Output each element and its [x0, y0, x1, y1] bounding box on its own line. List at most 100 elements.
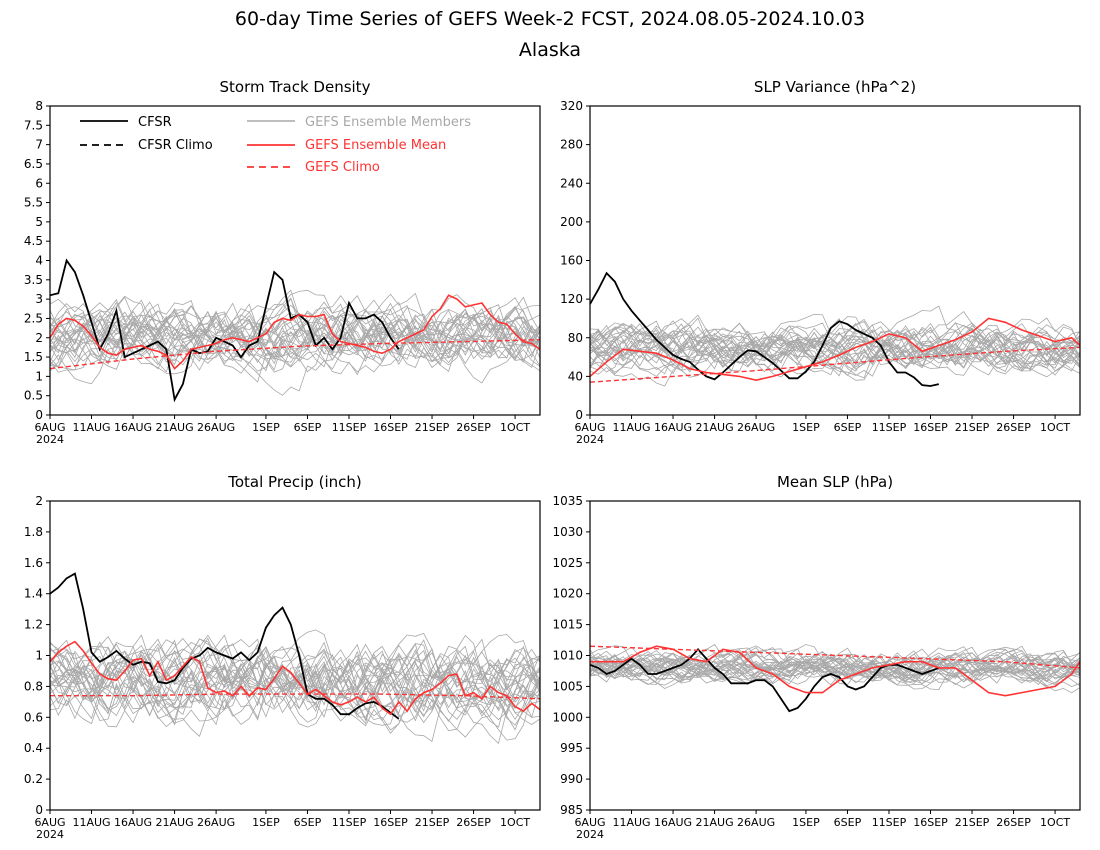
x-tick-label: 11AUG	[72, 421, 110, 434]
x-tick-label: 16SEP	[373, 421, 408, 434]
ensemble-member-line	[590, 305, 1080, 375]
series-gefs-climo	[590, 645, 1080, 669]
y-tick-label: 6	[35, 176, 43, 190]
legend-label-cfsr: CFSR	[138, 115, 172, 130]
y-tick-label: 1015	[552, 618, 583, 632]
y-tick-label: 2	[35, 331, 43, 345]
x-tick-label: 6AUG	[34, 421, 65, 434]
y-tick-label: 280	[560, 138, 583, 152]
x-tick-label: 1SEP	[792, 421, 820, 434]
y-tick-label: 120	[560, 292, 583, 306]
ensemble-member-line	[50, 644, 540, 731]
ensemble-member-line	[50, 654, 540, 731]
y-tick-label: 5	[35, 215, 43, 229]
y-tick-label: 1.5	[24, 350, 43, 364]
y-tick-label: 5.5	[24, 196, 43, 210]
x-tick-label: 1OCT	[1040, 421, 1070, 434]
y-tick-label: 200	[560, 215, 583, 229]
y-tick-label: 3	[35, 292, 43, 306]
y-tick-label: 1	[35, 369, 43, 383]
x-tick-label: 21SEP	[415, 816, 450, 829]
plot-frame	[589, 500, 1081, 811]
figure-title: 60-day Time Series of GEFS Week-2 FCST, …	[235, 8, 865, 30]
x-tick-label: 21AUG	[696, 421, 734, 434]
y-tick-label: 240	[560, 176, 583, 190]
x-tick-label: 26SEP	[456, 421, 491, 434]
y-tick-label: 1005	[552, 679, 583, 693]
x-tick-label: 21SEP	[415, 421, 450, 434]
x-tick-label: 11SEP	[332, 421, 367, 434]
panel-title: Mean SLP (hPa)	[777, 473, 893, 491]
x-tick-label: 26SEP	[456, 816, 491, 829]
ensemble-member-line	[590, 318, 1080, 367]
y-tick-label: 160	[560, 254, 583, 268]
ensemble-member-line	[590, 653, 1080, 685]
ensemble-member-line	[50, 638, 540, 728]
figure-subtitle: Alaska	[519, 39, 581, 61]
ensemble-member-line	[50, 296, 540, 373]
ensemble-member-line	[50, 297, 540, 372]
ensemble-member-line	[50, 641, 540, 726]
panel-storm-track-density: Storm Track Density 0 0.5 1 1.5 2 2.5 3 3.5 4 4.5…	[24, 78, 541, 446]
x-tick-label: 21AUG	[696, 816, 734, 829]
x-tick-label: 6AUG	[574, 816, 605, 829]
y-tick-label: 0.4	[24, 741, 43, 755]
ensemble-member-line	[590, 328, 1080, 369]
ensemble-member-line	[50, 634, 540, 741]
x-tick-label: 26AUG	[197, 421, 235, 434]
y-tick-label: 4	[35, 254, 43, 268]
x-tick-label: 11SEP	[332, 816, 367, 829]
ensemble-member-line	[590, 320, 1080, 371]
ensemble-member-line	[590, 649, 1080, 688]
ensemble-member-line	[590, 645, 1080, 681]
x-tick-label: 6AUG	[574, 421, 605, 434]
x-tick-label: 16SEP	[913, 421, 948, 434]
ensemble-member-line	[50, 305, 540, 371]
x-tick-label: 1SEP	[252, 816, 280, 829]
ensemble-member-line	[590, 646, 1080, 683]
x-tick-label: 6SEP	[834, 421, 862, 434]
x-tick-label: 1SEP	[792, 816, 820, 829]
y-tick-label: 7.5	[24, 118, 43, 132]
x-tick-label: 26SEP	[996, 816, 1031, 829]
x-tick-label: 1OCT	[500, 421, 530, 434]
ensemble-member-line	[50, 289, 540, 376]
y-tick-label: 1035	[552, 494, 583, 508]
y-tick-label: 1030	[552, 525, 583, 539]
y-tick-label: 3.5	[24, 273, 43, 287]
ensemble-member-line	[50, 308, 540, 383]
x-tick-label: 6SEP	[834, 816, 862, 829]
ensemble-member-line	[590, 328, 1080, 378]
y-tick-label: 1.2	[24, 618, 43, 632]
ensemble-member-line	[50, 634, 540, 718]
y-tick-label: 0.2	[24, 772, 43, 786]
legend-label-mean: GEFS Ensemble Mean	[305, 138, 446, 153]
ensemble-member-line	[590, 330, 1080, 377]
panel-slp-variance: SLP Variance (hPa^2) 0 40 80 120 160 200 240 28…	[560, 78, 1081, 446]
y-tick-label: 1	[35, 649, 43, 663]
x-tick-label: 16AUG	[114, 421, 152, 434]
y-tick-label: 4.5	[24, 234, 43, 248]
y-tick-label: 1.8	[24, 525, 43, 539]
ensemble-members	[590, 643, 1080, 694]
series-cfsr	[590, 647, 940, 713]
ensemble-member-line	[50, 298, 540, 375]
legend-label-cfsr-climo: CFSR Climo	[138, 138, 213, 153]
legend: CFSR CFSR Climo GEFS Ensemble Members GE…	[80, 115, 471, 175]
ensemble-member-line	[590, 323, 1080, 376]
y-tick-label: 0.8	[24, 679, 43, 693]
series-cfsr	[50, 258, 400, 403]
ensemble-member-line	[590, 646, 1080, 686]
y-tick-label: 0	[35, 803, 43, 817]
ensemble-member-line	[590, 649, 1080, 685]
ensemble-member-line	[50, 311, 540, 369]
x-tick-label: 1SEP	[252, 421, 280, 434]
y-tick-label: 1.6	[24, 556, 43, 570]
ensemble-member-line	[50, 298, 540, 363]
x-tick-label: 26SEP	[996, 421, 1031, 434]
panel-title: Total Precip (inch)	[227, 473, 361, 491]
series-gefs-climo	[590, 346, 1080, 383]
x-tick-label: 21SEP	[955, 816, 990, 829]
x-tick-label: 11AUG	[612, 816, 650, 829]
